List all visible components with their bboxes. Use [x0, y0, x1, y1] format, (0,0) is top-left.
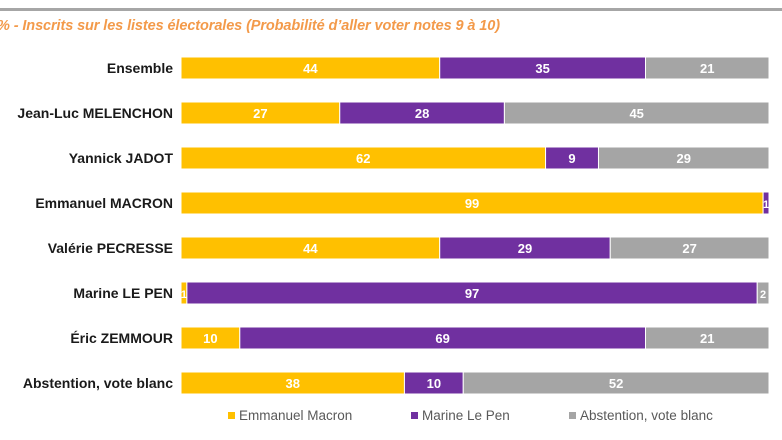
category-label-eric-zemmour: Éric ZEMMOUR	[70, 330, 173, 346]
bar-valerie-pecresse-abstention-vote-blanc	[609, 236, 770, 260]
data-label-jean-luc-melenchon-abstention-vote-blanc: 45	[629, 106, 643, 121]
legend-label-emmanuel-macron: Emmanuel Macron	[239, 408, 352, 423]
category-label-yannick-jadot: Yannick JADOT	[69, 150, 174, 166]
data-label-ensemble-abstention-vote-blanc: 21	[700, 61, 714, 76]
category-label-ensemble: Ensemble	[107, 60, 173, 76]
data-label-abstention-vote-blanc-abstention-vote-blanc: 52	[609, 376, 623, 391]
category-label-abstention-vote-blanc: Abstention, vote blanc	[23, 375, 173, 391]
data-label-valerie-pecresse-emmanuel-macron: 44	[303, 241, 318, 256]
legend-swatch-marine-le-pen	[411, 412, 418, 419]
data-label-marine-le-pen-abstention-vote-blanc: 2	[760, 289, 766, 301]
data-label-eric-zemmour-emmanuel-macron: 10	[203, 331, 217, 346]
data-label-eric-zemmour-abstention-vote-blanc: 21	[700, 331, 714, 346]
bars: 44 35 21 27 28 45 62 9 29 99 1 44 29 27 1 97 2 10 69 21 38 10…	[180, 56, 770, 395]
bar-eric-zemmour-abstention-vote-blanc	[645, 326, 770, 350]
data-label-jean-luc-melenchon-marine-le-pen: 28	[415, 106, 429, 121]
bar-yannick-jadot-abstention-vote-blanc	[597, 146, 770, 170]
data-label-ensemble-emmanuel-macron: 44	[303, 61, 318, 76]
category-label-valerie-pecresse: Valérie PECRESSE	[48, 240, 173, 256]
top-rule	[0, 8, 782, 11]
category-label-marine-le-pen: Marine LE PEN	[73, 285, 173, 301]
data-label-eric-zemmour-marine-le-pen: 69	[435, 331, 449, 346]
data-label-ensemble-marine-le-pen: 35	[535, 61, 549, 76]
bar-jean-luc-melenchon-abstention-vote-blanc	[503, 101, 770, 125]
category-label-jean-luc-melenchon: Jean-Luc MELENCHON	[17, 105, 173, 121]
data-label-abstention-vote-blanc-marine-le-pen: 10	[427, 376, 441, 391]
bar-ensemble-abstention-vote-blanc	[645, 56, 770, 80]
bar-emmanuel-macron-marine-le-pen	[762, 191, 770, 215]
legend-label-abstention-vote-blanc: Abstention, vote blanc	[580, 408, 713, 423]
legend-swatch-emmanuel-macron	[228, 412, 235, 419]
data-label-marine-le-pen-emmanuel-macron: 1	[181, 289, 187, 301]
data-label-valerie-pecresse-marine-le-pen: 29	[518, 241, 532, 256]
data-label-jean-luc-melenchon-emmanuel-macron: 27	[253, 106, 267, 121]
data-label-yannick-jadot-marine-le-pen: 9	[568, 151, 575, 166]
data-label-abstention-vote-blanc-emmanuel-macron: 38	[285, 376, 299, 391]
data-label-emmanuel-macron-marine-le-pen: 1	[763, 199, 769, 211]
bar-abstention-vote-blanc-abstention-vote-blanc	[462, 371, 770, 395]
category-label-emmanuel-macron: Emmanuel MACRON	[35, 195, 173, 211]
legend: Emmanuel Macron Marine Le Pen Abstention, …	[228, 408, 713, 423]
data-label-valerie-pecresse-abstention-vote-blanc: 27	[682, 241, 696, 256]
category-labels: Ensemble Jean-Luc MELENCHON Yannick JADOT E…	[17, 60, 173, 391]
legend-label-marine-le-pen: Marine Le Pen	[422, 408, 510, 423]
bar-marine-le-pen-abstention-vote-blanc	[756, 281, 770, 305]
data-label-yannick-jadot-emmanuel-macron: 62	[356, 151, 370, 166]
data-label-emmanuel-macron-emmanuel-macron: 99	[465, 196, 479, 211]
data-label-yannick-jadot-abstention-vote-blanc: 29	[677, 151, 691, 166]
chart-title: % - Inscrits sur les listes électorales …	[0, 18, 500, 34]
data-label-marine-le-pen-marine-le-pen: 97	[465, 286, 479, 301]
legend-swatch-abstention-vote-blanc	[569, 412, 576, 419]
